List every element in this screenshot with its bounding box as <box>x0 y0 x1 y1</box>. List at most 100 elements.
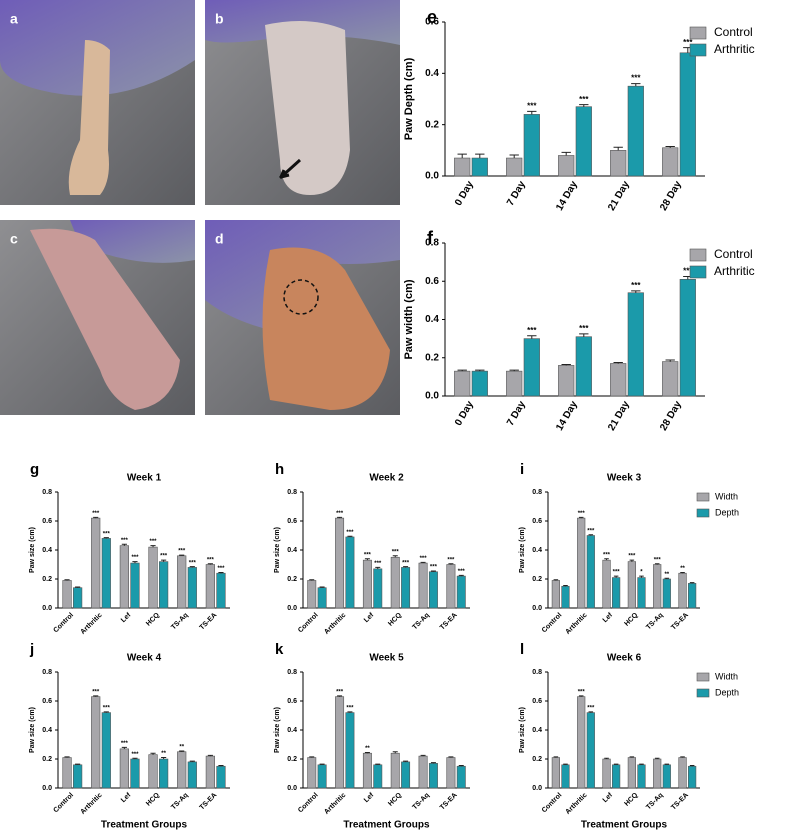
x-tick-label: Lef <box>363 611 376 624</box>
bar <box>627 85 644 177</box>
x-tick-label: 28 Day <box>658 399 684 433</box>
y-tick-label: 0.6 <box>287 518 297 525</box>
error-bar <box>337 516 343 519</box>
error-bar <box>64 579 70 581</box>
panel-label: a <box>10 11 18 27</box>
panel-label: e <box>427 7 437 27</box>
y-tick-label: 0.0 <box>532 785 542 792</box>
x-tick-label: HCQ <box>387 611 403 627</box>
bar <box>471 157 488 177</box>
bar <box>119 748 129 789</box>
significance-label: *** <box>527 101 537 110</box>
bar <box>454 370 471 397</box>
significance-label: *** <box>631 74 641 83</box>
bar <box>446 564 456 609</box>
error-bar <box>689 582 695 584</box>
x-tick-label: Control <box>53 612 76 635</box>
y-tick-label: 0.4 <box>287 547 297 554</box>
legend-label: Depth <box>715 507 739 517</box>
bar <box>335 696 345 789</box>
y-tick-label: 0.0 <box>287 605 297 612</box>
photo-b <box>205 0 400 205</box>
significance-label: *** <box>131 752 139 758</box>
legend-label: Width <box>715 671 738 681</box>
panel-label: b <box>215 11 224 27</box>
error-bar <box>121 543 127 546</box>
bar <box>446 757 456 789</box>
error-bar <box>448 563 454 565</box>
bar <box>187 567 197 609</box>
bar <box>612 577 621 609</box>
y-tick-label: 0.8 <box>42 669 52 676</box>
bar <box>373 764 383 789</box>
error-bar <box>689 765 695 767</box>
error-bar <box>64 756 70 758</box>
bar <box>345 536 355 609</box>
bar <box>119 545 129 609</box>
significance-label: * <box>640 570 643 576</box>
bar <box>148 754 158 789</box>
panel-label: d <box>215 231 224 247</box>
significance-label: *** <box>578 690 586 696</box>
error-bar <box>161 757 167 759</box>
y-tick-label: 0.0 <box>425 391 439 402</box>
y-tick-label: 0.2 <box>42 756 52 763</box>
error-bar <box>631 83 641 87</box>
y-tick-label: 0.6 <box>425 17 439 28</box>
error-bar <box>420 754 426 757</box>
bar <box>575 106 592 177</box>
error-bar <box>563 763 568 765</box>
significance-label: *** <box>207 557 215 563</box>
significance-label: *** <box>402 560 410 566</box>
error-bar <box>604 558 609 561</box>
bar <box>627 292 644 397</box>
x-tick-label: Lef <box>363 791 376 804</box>
significance-label: *** <box>631 281 641 290</box>
significance-label: *** <box>683 38 693 47</box>
x-tick-label: HCQ <box>145 611 161 627</box>
y-tick-label: 0.0 <box>287 785 297 792</box>
x-tick-label: TS-Aq <box>170 612 190 632</box>
error-bar <box>189 566 195 568</box>
legend-swatch <box>689 265 707 279</box>
y-tick-label: 0.8 <box>532 489 542 496</box>
significance-label: ** <box>664 572 669 578</box>
y-tick-label: 0.6 <box>532 518 542 525</box>
bar <box>662 578 671 609</box>
bar <box>362 752 372 789</box>
x-tick-label: TS-Aq <box>411 792 431 812</box>
legend-label: Width <box>715 491 738 501</box>
significance-label: *** <box>579 95 589 104</box>
error-bar <box>561 151 571 156</box>
significance-label: *** <box>103 705 111 711</box>
significance-label: *** <box>121 741 129 747</box>
photo-d <box>205 220 400 415</box>
x-tick-label: TS-Aq <box>645 792 665 812</box>
significance-label: *** <box>683 267 693 276</box>
y-axis-label: Paw size (cm) <box>274 527 281 573</box>
x-tick-label: HCQ <box>623 611 639 627</box>
y-tick-label: 0.4 <box>425 68 439 79</box>
bar <box>558 365 575 397</box>
panel-label: i <box>520 461 524 478</box>
bar <box>130 758 140 789</box>
legend-swatch <box>696 508 710 518</box>
x-tick-label: 0 Day <box>453 399 476 428</box>
panel-label: k <box>275 641 284 658</box>
bar <box>454 157 471 177</box>
bar <box>390 752 400 789</box>
bar <box>401 567 411 609</box>
bar <box>523 114 540 177</box>
error-bar <box>179 750 185 752</box>
significance-label: *** <box>613 570 621 576</box>
error-bar <box>207 754 213 757</box>
error-bar <box>75 586 81 588</box>
x-tick-label: HCQ <box>145 791 161 807</box>
x-tick-label: Control <box>53 792 76 815</box>
legend-label: Arthritic <box>714 42 755 56</box>
significance-label: *** <box>447 557 455 563</box>
error-bar <box>631 290 641 293</box>
error-bar <box>309 756 315 758</box>
bar <box>678 572 687 609</box>
